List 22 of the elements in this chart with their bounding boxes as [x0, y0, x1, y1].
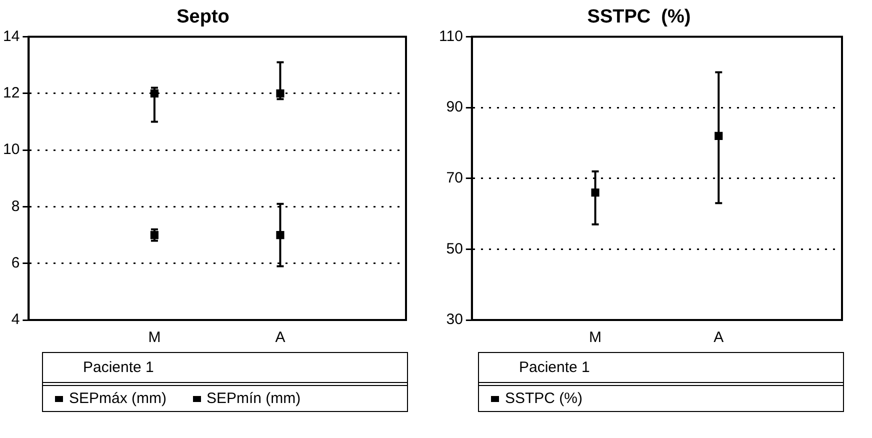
legend-label: SSTPC (%) — [504, 390, 583, 407]
x-tick-label: A — [714, 329, 724, 346]
y-tick-label: 6 — [11, 254, 20, 272]
legend-title: Paciente 1 — [479, 353, 843, 386]
y-tick-label: 4 — [11, 311, 20, 328]
y-tick-label: 30 — [446, 311, 463, 328]
chart-title: Septo — [176, 6, 230, 28]
legend-title: Paciente 1 — [43, 353, 407, 386]
y-tick-label: 90 — [446, 98, 463, 116]
chart-title: SSTPC (%) — [587, 6, 691, 28]
y-tick-label: 110 — [438, 28, 463, 45]
y-tick-label: 12 — [2, 84, 20, 102]
x-tick-label: A — [275, 329, 286, 346]
y-tick-label: 70 — [446, 170, 463, 187]
x-tick-label: M — [589, 329, 602, 346]
y-tick-label: 14 — [2, 28, 20, 45]
legend-label: SEPmáx (mm) — [68, 390, 166, 407]
x-tick-label: M — [148, 329, 161, 346]
y-tick-label: 50 — [446, 240, 463, 258]
legend-label: SEPmín (mm) — [206, 390, 301, 407]
y-tick-label: 10 — [2, 141, 20, 158]
y-tick-label: 8 — [11, 198, 20, 215]
